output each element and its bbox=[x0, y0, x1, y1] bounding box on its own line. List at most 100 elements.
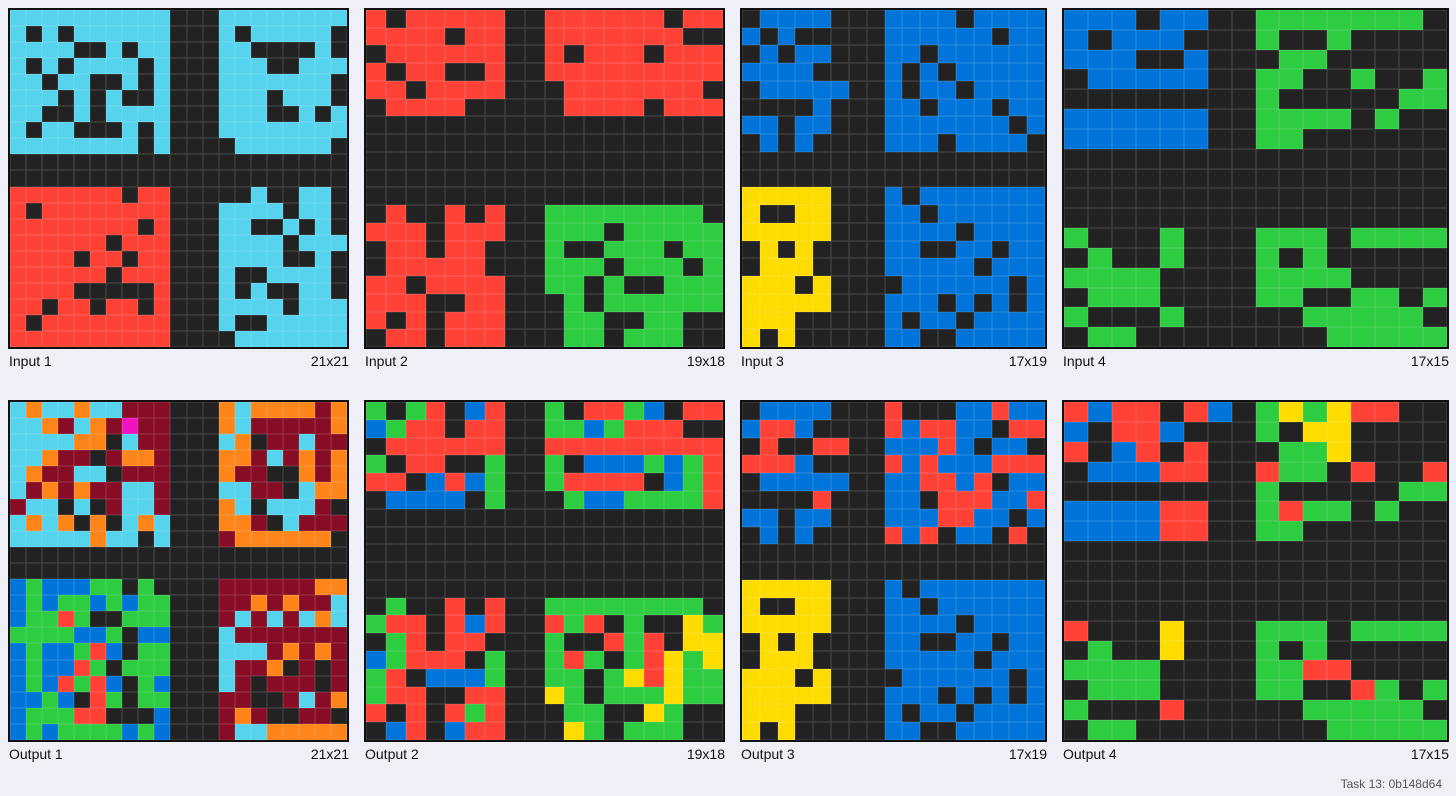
grid-cell[interactable] bbox=[234, 42, 251, 59]
grid-cell[interactable] bbox=[955, 222, 974, 241]
grid-cell[interactable] bbox=[703, 419, 723, 438]
grid-cell[interactable] bbox=[920, 437, 939, 456]
grid-cell[interactable] bbox=[1087, 10, 1112, 30]
grid-cell[interactable] bbox=[1399, 521, 1424, 542]
grid-cell[interactable] bbox=[623, 10, 644, 28]
grid-cell[interactable] bbox=[1183, 441, 1208, 462]
grid-cell[interactable] bbox=[663, 526, 684, 545]
grid-cell[interactable] bbox=[366, 258, 386, 277]
grid-cell[interactable] bbox=[848, 98, 867, 117]
grid-cell[interactable] bbox=[584, 544, 604, 563]
grid-cell[interactable] bbox=[938, 311, 956, 330]
grid-cell[interactable] bbox=[623, 526, 644, 545]
grid-cell[interactable] bbox=[683, 27, 704, 46]
grid-cell[interactable] bbox=[366, 222, 386, 241]
grid-cell[interactable] bbox=[1027, 473, 1045, 491]
grid-cell[interactable] bbox=[1399, 10, 1424, 30]
grid-cell[interactable] bbox=[1207, 421, 1232, 442]
grid-cell[interactable] bbox=[138, 723, 155, 740]
grid-cell[interactable] bbox=[584, 704, 604, 723]
grid-cell[interactable] bbox=[1303, 287, 1328, 308]
grid-cell[interactable] bbox=[564, 329, 585, 347]
grid-cell[interactable] bbox=[250, 74, 267, 91]
grid-cell[interactable] bbox=[902, 10, 921, 28]
grid-cell[interactable] bbox=[330, 562, 347, 580]
grid-cell[interactable] bbox=[282, 434, 299, 451]
grid-cell[interactable] bbox=[813, 205, 832, 223]
grid-cell[interactable] bbox=[1327, 501, 1352, 522]
grid-cell[interactable] bbox=[703, 329, 723, 347]
grid-cell[interactable] bbox=[90, 450, 107, 467]
grid-cell[interactable] bbox=[973, 686, 992, 705]
grid-cell[interactable] bbox=[366, 544, 386, 563]
grid-cell[interactable] bbox=[795, 329, 814, 347]
grid-cell[interactable] bbox=[10, 498, 27, 515]
grid-cell[interactable] bbox=[314, 643, 331, 660]
grid-cell[interactable] bbox=[90, 330, 107, 347]
grid-cell[interactable] bbox=[1064, 168, 1088, 189]
grid-cell[interactable] bbox=[405, 508, 426, 527]
grid-cell[interactable] bbox=[314, 90, 331, 107]
grid-cell[interactable] bbox=[683, 63, 704, 81]
grid-cell[interactable] bbox=[186, 298, 203, 315]
grid-cell[interactable] bbox=[643, 544, 664, 563]
grid-cell[interactable] bbox=[884, 402, 903, 420]
grid-cell[interactable] bbox=[504, 455, 525, 474]
grid-cell[interactable] bbox=[663, 276, 684, 294]
grid-cell[interactable] bbox=[955, 329, 974, 347]
grid-cell[interactable] bbox=[1327, 561, 1352, 581]
grid-cell[interactable] bbox=[445, 668, 466, 687]
grid-cell[interactable] bbox=[26, 514, 43, 531]
grid-cell[interactable] bbox=[866, 169, 885, 188]
grid-cell[interactable] bbox=[584, 240, 604, 259]
grid-cell[interactable] bbox=[1375, 561, 1400, 581]
grid-cell[interactable] bbox=[1183, 501, 1208, 522]
grid-cell[interactable] bbox=[1303, 109, 1328, 129]
grid-cell[interactable] bbox=[584, 508, 604, 527]
grid-cell[interactable] bbox=[902, 455, 921, 474]
grid-cell[interactable] bbox=[884, 419, 903, 438]
grid-cell[interactable] bbox=[1159, 168, 1184, 189]
grid-cell[interactable] bbox=[1399, 49, 1424, 70]
grid-cell[interactable] bbox=[955, 98, 974, 117]
grid-cell[interactable] bbox=[314, 595, 331, 612]
grid-cell[interactable] bbox=[683, 329, 704, 347]
grid-cell[interactable] bbox=[938, 27, 956, 46]
grid-cell[interactable] bbox=[703, 276, 723, 294]
grid-cell[interactable] bbox=[170, 595, 187, 612]
grid-cell[interactable] bbox=[58, 675, 75, 692]
grid-cell[interactable] bbox=[385, 508, 406, 527]
grid-cell[interactable] bbox=[1027, 579, 1045, 598]
grid-cell[interactable] bbox=[795, 490, 814, 509]
grid-cell[interactable] bbox=[425, 27, 446, 46]
grid-cell[interactable] bbox=[170, 330, 187, 347]
grid-cell[interactable] bbox=[884, 597, 903, 616]
grid-cell[interactable] bbox=[298, 42, 315, 59]
grid-cell[interactable] bbox=[683, 704, 704, 723]
grid-cell[interactable] bbox=[1375, 228, 1400, 248]
grid-cell[interactable] bbox=[973, 668, 992, 687]
grid-cell[interactable] bbox=[58, 42, 75, 59]
grid-cell[interactable] bbox=[1423, 700, 1447, 721]
grid-cell[interactable] bbox=[1111, 188, 1136, 209]
grid-cell[interactable] bbox=[1027, 293, 1045, 312]
grid-cell[interactable] bbox=[330, 482, 347, 499]
grid-cell[interactable] bbox=[1279, 541, 1304, 562]
grid-cell[interactable] bbox=[504, 490, 525, 509]
grid-cell[interactable] bbox=[1135, 541, 1160, 562]
grid-cell[interactable] bbox=[10, 42, 27, 59]
grid-cell[interactable] bbox=[884, 704, 903, 723]
grid-cell[interactable] bbox=[282, 234, 299, 251]
grid-cell[interactable] bbox=[703, 169, 723, 188]
grid-cell[interactable] bbox=[504, 45, 525, 64]
grid-cell[interactable] bbox=[234, 202, 251, 219]
grid-cell[interactable] bbox=[955, 473, 974, 491]
grid-cell[interactable] bbox=[485, 151, 505, 170]
grid-cell[interactable] bbox=[485, 419, 505, 438]
grid-cell[interactable] bbox=[1135, 148, 1160, 169]
grid-cell[interactable] bbox=[795, 597, 814, 616]
grid-cell[interactable] bbox=[74, 234, 91, 251]
grid-cell[interactable] bbox=[938, 437, 956, 456]
grid-cell[interactable] bbox=[663, 169, 684, 188]
grid-cell[interactable] bbox=[58, 266, 75, 283]
